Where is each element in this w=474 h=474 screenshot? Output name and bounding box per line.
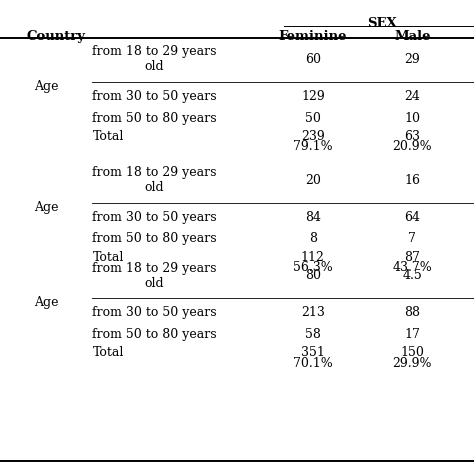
Text: 70.1%: 70.1% (293, 356, 333, 370)
Text: 20.9%: 20.9% (392, 140, 432, 154)
Text: from 50 to 80 years: from 50 to 80 years (92, 328, 217, 341)
Text: Age: Age (34, 296, 59, 309)
Text: 17: 17 (404, 328, 420, 341)
Text: Total: Total (92, 346, 124, 359)
Text: 56.3%: 56.3% (293, 261, 333, 274)
Text: 351: 351 (301, 346, 325, 359)
Text: 84: 84 (305, 211, 321, 224)
Text: Male: Male (394, 30, 431, 43)
Text: 64: 64 (404, 211, 420, 224)
Text: 16: 16 (404, 173, 420, 187)
Text: 7: 7 (409, 232, 416, 246)
Text: 239: 239 (301, 130, 325, 143)
Text: 87: 87 (404, 251, 420, 264)
Text: 10: 10 (404, 111, 420, 125)
Text: 112: 112 (301, 251, 325, 264)
Text: 58: 58 (305, 328, 321, 341)
Text: from 18 to 29 years
old: from 18 to 29 years old (92, 166, 217, 194)
Text: 213: 213 (301, 306, 325, 319)
Text: from 30 to 50 years: from 30 to 50 years (92, 90, 217, 103)
Text: 29: 29 (404, 53, 420, 66)
Text: Country: Country (26, 30, 85, 43)
Text: 63: 63 (404, 130, 420, 143)
Text: from 18 to 29 years
old: from 18 to 29 years old (92, 45, 217, 73)
Text: SEX: SEX (367, 17, 396, 30)
Text: 8: 8 (309, 232, 317, 246)
Text: Age: Age (34, 80, 59, 93)
Text: 50: 50 (305, 111, 321, 125)
Text: 20: 20 (305, 173, 321, 187)
Text: from 50 to 80 years: from 50 to 80 years (92, 111, 217, 125)
Text: Total: Total (92, 251, 124, 264)
Text: 129: 129 (301, 90, 325, 103)
Text: 88: 88 (404, 306, 420, 319)
Text: from 18 to 29 years
old: from 18 to 29 years old (92, 262, 217, 290)
Text: 150: 150 (401, 346, 424, 359)
Text: Feminine: Feminine (279, 30, 347, 43)
Text: from 30 to 50 years: from 30 to 50 years (92, 306, 217, 319)
Text: 43.7%: 43.7% (392, 261, 432, 274)
Text: Total: Total (92, 130, 124, 143)
Text: 29.9%: 29.9% (392, 356, 432, 370)
Text: 79.1%: 79.1% (293, 140, 333, 154)
Text: 24: 24 (404, 90, 420, 103)
Text: from 30 to 50 years: from 30 to 50 years (92, 211, 217, 224)
Text: 80: 80 (305, 269, 321, 283)
Text: 60: 60 (305, 53, 321, 66)
Text: Age: Age (34, 201, 59, 214)
Text: from 50 to 80 years: from 50 to 80 years (92, 232, 217, 246)
Text: 4.5: 4.5 (402, 269, 422, 283)
